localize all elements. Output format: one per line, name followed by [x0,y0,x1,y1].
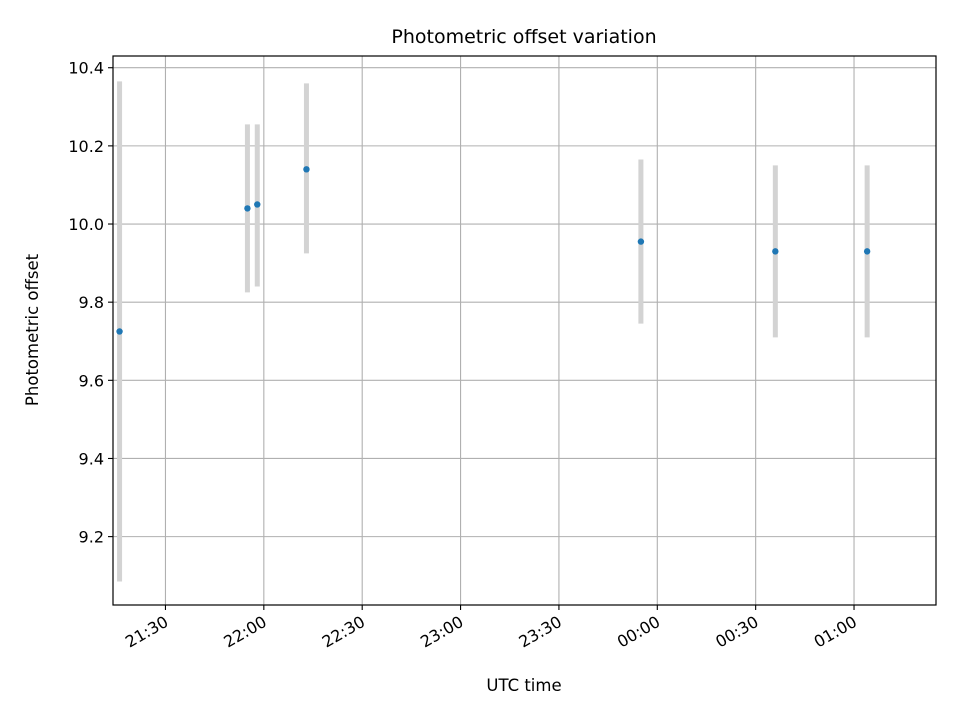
y-tick-label: 10.2 [68,137,104,156]
x-tick-label: 22:30 [319,612,368,652]
x-tick-label: 01:00 [811,612,860,652]
x-tick-label: 21:30 [122,612,171,652]
data-points [116,166,871,335]
plot-background [113,56,936,605]
y-tick-label: 9.6 [79,371,104,390]
chart-title: Photometric offset variation [391,26,656,48]
data-point [244,205,251,212]
y-tick-label: 10.4 [68,59,104,78]
x-tick-label: 00:00 [614,612,663,652]
y-tick-label: 10.0 [68,215,104,234]
grid [113,56,936,605]
y-axis-ticks: 9.2 9.4 9.6 9.8 10.0 10.2 10.4 [68,59,113,547]
y-tick-label: 9.8 [79,293,104,312]
data-point [637,238,645,245]
x-tick-label: 00:30 [712,612,761,652]
y-tick-label: 9.4 [79,449,104,468]
data-point [863,248,871,255]
x-axis-label: UTC time [486,676,561,695]
plot-frame [112,55,937,606]
x-tick-label: 23:30 [515,612,564,652]
y-tick-label: 9.2 [79,528,104,547]
y-axis-label: Photometric offset [23,253,42,406]
x-axis-ticks: 21:30 22:00 22:30 23:00 23:30 00:00 00:30 01:00 [122,605,860,652]
data-point [772,248,779,255]
data-point [303,166,310,173]
x-tick-label: 22:00 [220,612,269,652]
x-tick-label: 23:00 [417,612,466,652]
data-point [254,201,261,208]
data-point [116,328,123,335]
